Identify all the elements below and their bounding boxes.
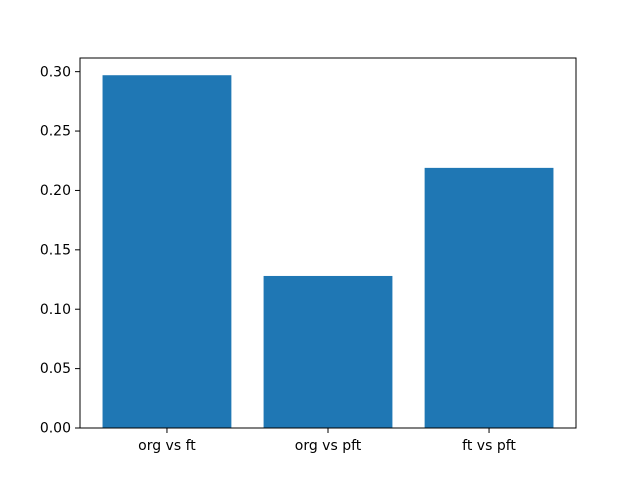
y-tick-label: 0.05 [40,361,71,377]
y-tick-label: 0.25 [40,124,71,140]
x-tick-label: org vs pft [295,438,362,454]
bar-org-vs-pft [263,275,393,428]
y-tick-label: 0.10 [40,302,71,318]
bar-org-vs-ft [102,75,232,428]
y-tick-label: 0.15 [40,242,71,258]
y-tick-label: 0.30 [40,64,71,80]
x-tick-label: org vs ft [138,438,196,454]
axes-spines [79,57,577,429]
y-tick-label: 0.00 [40,421,71,437]
y-tick-label: 0.20 [40,183,71,199]
x-tick-label: ft vs pft [462,438,516,454]
bar-ft-vs-pft [424,167,554,428]
